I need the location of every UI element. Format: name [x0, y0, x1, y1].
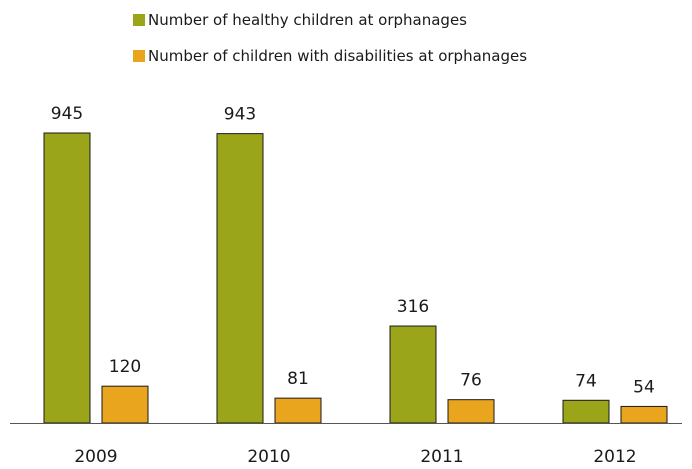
bar-2009-series-1	[43, 132, 91, 424]
x-axis-ticks: 2009 2010 2011 2012	[74, 447, 636, 467]
data-label-2012-series-2: 54	[633, 377, 655, 397]
tick-label-2009: 2009	[74, 447, 117, 467]
legend-label-1: Number of healthy children at orphanages	[148, 11, 467, 29]
data-label-2011-series-2: 76	[460, 371, 482, 391]
bar-2012-series-2	[620, 405, 668, 424]
data-label-2009-series-1: 945	[51, 104, 83, 124]
bar-2010-series-1	[216, 133, 264, 424]
legend-swatch-2	[133, 50, 145, 62]
data-label-2011-series-1: 316	[397, 297, 429, 317]
bar-2009-series-2	[101, 385, 149, 424]
tick-label-2011: 2011	[420, 447, 463, 467]
data-label-2010-series-2: 81	[287, 369, 309, 389]
data-label-2010-series-1: 943	[224, 105, 256, 125]
data-label-2012-series-1: 74	[575, 371, 597, 391]
tick-label-2012: 2012	[593, 447, 636, 467]
bar-2010-series-2	[274, 397, 322, 424]
legend-label-2: Number of children with disabilities at …	[148, 47, 527, 65]
legend-swatch-1	[133, 14, 145, 26]
legend: Number of healthy children at orphanages…	[133, 11, 527, 65]
tick-label-2010: 2010	[247, 447, 290, 467]
bar-2011-series-1	[389, 325, 437, 424]
bars: 945 120 943 81 316 76 74 54	[43, 104, 668, 424]
data-label-2009-series-2: 120	[109, 357, 141, 377]
bar-2012-series-1	[562, 399, 610, 424]
bar-2011-series-2	[447, 399, 495, 424]
